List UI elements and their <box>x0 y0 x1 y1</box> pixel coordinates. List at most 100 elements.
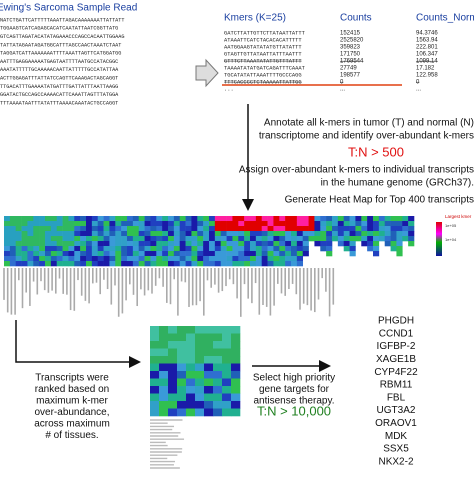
heatmap-cell <box>168 401 178 409</box>
heatmap-cell <box>261 251 268 257</box>
heatmap-cell <box>21 226 28 232</box>
heatmap-cell <box>74 236 81 242</box>
heatmap-cell <box>214 226 222 232</box>
heatmap-cell <box>214 241 222 247</box>
heatmap-cell <box>226 231 233 237</box>
heatmap-cell <box>45 221 52 227</box>
heatmap-cell <box>203 251 210 257</box>
heatmap-cell <box>62 241 69 247</box>
heatmap-cell <box>238 226 245 232</box>
heatmap-cell <box>238 231 245 237</box>
heatmap-cell <box>39 216 46 222</box>
table-header: Counts <box>340 13 372 24</box>
heatmap-cell <box>203 231 210 237</box>
heatmap-cell <box>15 231 22 237</box>
gene-name: UGT3A2 <box>377 405 416 416</box>
heatmap-cell <box>150 378 160 387</box>
heatmap-cell <box>74 256 81 262</box>
heatmap-cell <box>320 231 327 237</box>
heatmap-cell <box>402 226 409 232</box>
heatmap-cell <box>159 378 169 387</box>
heatmap-cell <box>203 256 210 262</box>
heatmap-cell <box>4 261 11 267</box>
heatmap-cell <box>261 226 268 232</box>
heatmap-cell <box>68 231 75 237</box>
gene-name: IGFBP-2 <box>377 341 416 352</box>
heatmap-cell <box>150 371 160 379</box>
heatmap-cell <box>285 251 292 257</box>
heatmap-cell <box>209 221 216 227</box>
heatmap-cell <box>244 251 251 257</box>
heatmap-cell <box>173 241 181 247</box>
heatmap-cell <box>162 246 169 252</box>
heatmap-cell <box>326 236 333 242</box>
heatmap-cell <box>162 216 169 222</box>
heatmap-cell <box>296 231 304 237</box>
heatmap-cell <box>314 216 321 222</box>
heatmap-cell <box>168 256 175 262</box>
heatmap-cell <box>86 251 93 257</box>
heatmap-cell <box>74 226 81 232</box>
heatmap-cell <box>168 378 178 387</box>
heatmap-cell <box>168 236 175 242</box>
heatmap-cell <box>285 226 292 232</box>
heatmap-cell <box>45 261 52 267</box>
heatmap-cell <box>291 241 298 247</box>
heatmap-cell <box>320 216 327 222</box>
heatmap-cell <box>332 216 339 222</box>
heatmap-cell <box>138 251 145 257</box>
heatmap-cell <box>159 348 169 357</box>
heatmap-cell <box>168 226 175 232</box>
heatmap-cell <box>109 216 116 222</box>
heatmap-cell <box>45 236 52 242</box>
heatmap-cell <box>132 236 140 242</box>
heatmap-cell <box>197 261 204 267</box>
arrow <box>15 320 141 368</box>
heatmap-cell <box>267 251 274 257</box>
heatmap-cell <box>337 221 345 227</box>
heatmap-cell <box>109 231 116 237</box>
heatmap-cell <box>226 216 233 222</box>
heatmap-cell <box>390 221 397 227</box>
heatmap-cell <box>361 236 368 242</box>
heatmap-cell <box>68 226 75 232</box>
heatmap-cell <box>232 226 239 232</box>
threshold: T:N > 500 <box>348 144 404 159</box>
heatmap-cell <box>291 231 298 237</box>
heatmap-cell <box>91 261 99 267</box>
heatmap-cell <box>273 236 280 242</box>
heatmap-cell <box>226 246 233 252</box>
heatmap-cell <box>56 261 63 267</box>
heatmap-cell <box>220 221 227 227</box>
heatmap-cell <box>156 251 163 257</box>
heatmap-cell <box>349 226 356 232</box>
heatmap-cell <box>285 221 292 227</box>
read-sequence: TATTATAGAATAGATGGCATTTAGCCAACTAAATCTAAT <box>0 42 121 48</box>
heatmap-cell <box>222 371 232 379</box>
heatmap-cell <box>285 246 292 252</box>
heatmap-cell <box>162 231 169 237</box>
heatmap-cell <box>203 236 210 242</box>
heatmap-cell <box>80 251 87 257</box>
heatmap-cell <box>39 256 46 262</box>
heatmap-cell <box>367 236 374 242</box>
heatmap-cell <box>115 231 122 237</box>
heatmap-cell <box>45 231 52 237</box>
heatmap-cell <box>103 241 110 247</box>
heatmap-cell <box>214 231 222 237</box>
heatmap-cell <box>162 256 169 262</box>
heatmap-cell <box>279 231 286 237</box>
heatmap-cell <box>138 221 145 227</box>
heatmap-cell <box>384 241 391 247</box>
heatmap-cell <box>62 226 69 232</box>
heatmap-cell <box>33 236 40 242</box>
table-cell: ... <box>340 87 345 93</box>
heatmap-cell <box>279 221 286 227</box>
heatmap-cell <box>115 236 122 242</box>
heatmap-cell <box>308 236 315 242</box>
step-text: in the humane genome (GRCh37). <box>321 178 474 189</box>
heatmap-cell <box>168 356 178 364</box>
heatmap-cell <box>326 251 333 257</box>
heatmap-cell <box>173 236 181 242</box>
heatmap-cell <box>179 221 186 227</box>
